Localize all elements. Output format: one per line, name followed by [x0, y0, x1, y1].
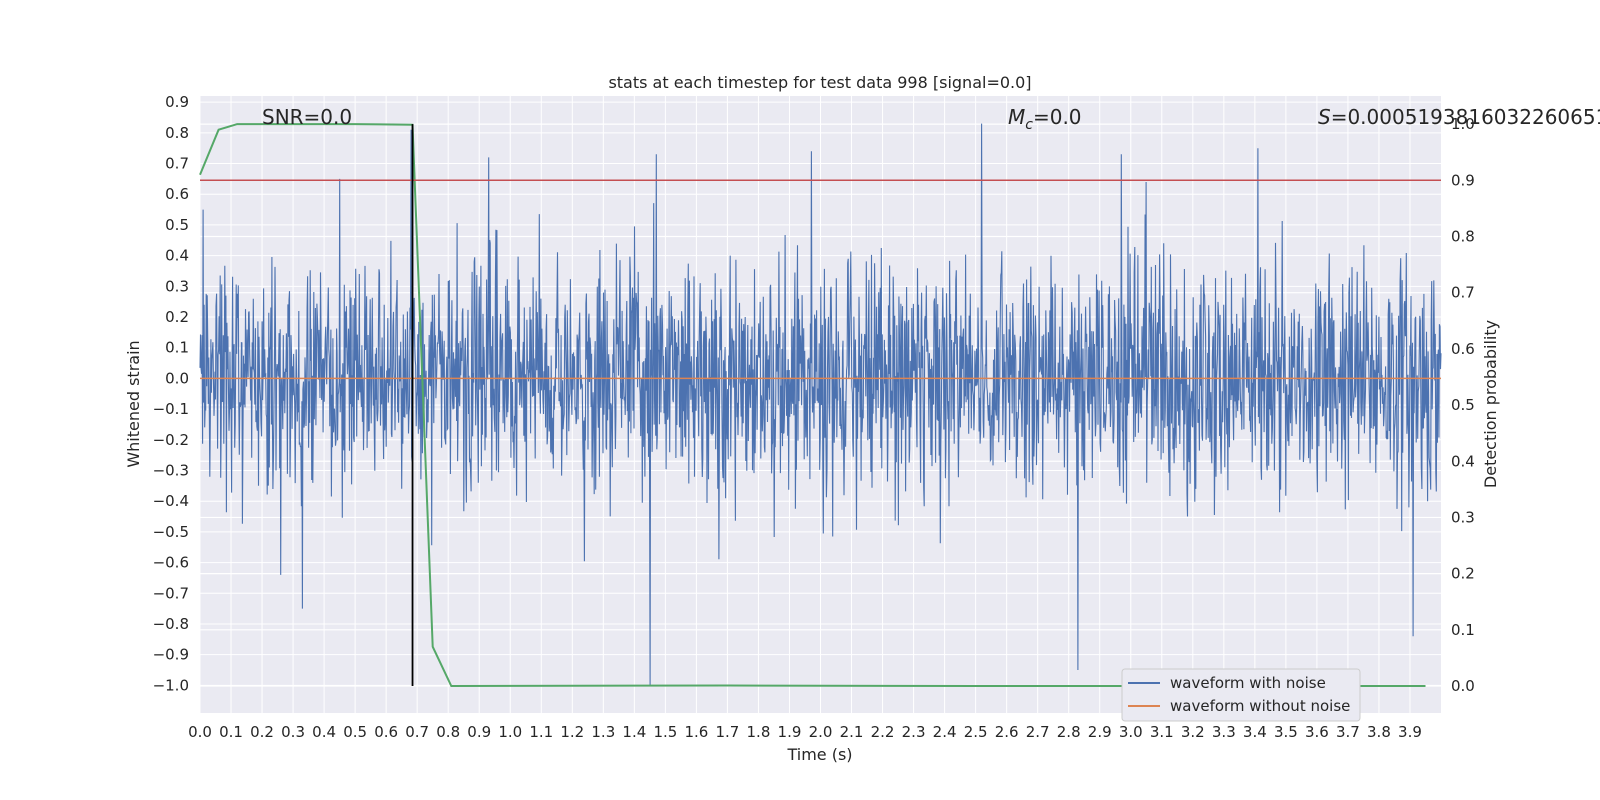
x-tick-label: 1.1 [529, 723, 553, 741]
y-tick-label: −1.0 [153, 676, 189, 694]
x-tick-label: 0.0 [188, 723, 212, 741]
x-tick-label: 3.8 [1367, 723, 1391, 741]
x-tick-label: 2.2 [871, 723, 895, 741]
y-tick-label: 0.6 [165, 185, 189, 203]
x-tick-label: 1.8 [747, 723, 771, 741]
x-tick-label: 0.1 [219, 723, 243, 741]
y2-tick-label: 0.4 [1451, 452, 1475, 470]
y-tick-label: 0.7 [165, 155, 189, 173]
x-tick-label: 0.9 [467, 723, 491, 741]
x-tick-label: 1.0 [498, 723, 522, 741]
y-tick-labels: 0.9 0.8 0.7 0.6 0.5 0.4 0.3 0.2 0.1 0.0 −0.1 −0.2 −0… [153, 93, 189, 694]
y-tick-label: −0.3 [153, 461, 189, 479]
y2-tick-label: 0.9 [1451, 171, 1475, 189]
y2-tick-label: 0.3 [1451, 508, 1475, 526]
x-tick-label: 1.4 [622, 723, 646, 741]
x-tick-label: 2.1 [840, 723, 864, 741]
y2-tick-label: 0.0 [1451, 677, 1475, 695]
y-tick-label: −0.6 [153, 554, 189, 572]
y2-tick-label: 0.8 [1451, 227, 1475, 245]
x-tick-label: 1.9 [778, 723, 802, 741]
grid [199, 96, 1441, 713]
y-tick-label: 0.8 [165, 124, 189, 142]
y2-tick-labels: 1.0 0.9 0.8 0.7 0.6 0.5 0.4 0.3 0.2 0.1 0.0 [1451, 115, 1475, 695]
y2-tick-label: 0.6 [1451, 340, 1475, 358]
x-tick-label: 3.1 [1150, 723, 1174, 741]
legend-label-clean: waveform without noise [1170, 697, 1350, 715]
x-tick-label: 0.5 [343, 723, 367, 741]
y2-tick-label: 1.0 [1451, 115, 1475, 133]
y-tick-label: 0.9 [165, 93, 189, 111]
y-tick-label: −0.7 [153, 584, 189, 602]
y-tick-label: −0.9 [153, 646, 189, 664]
x-tick-label: 2.9 [1088, 723, 1112, 741]
x-tick-label: 1.3 [591, 723, 615, 741]
noise-waveform-path [199, 123, 1442, 686]
y-tick-label: 0.1 [165, 339, 189, 357]
x-tick-label: 2.0 [809, 723, 833, 741]
y-tick-label: −0.1 [153, 400, 189, 418]
x-tick-label: 3.0 [1119, 723, 1143, 741]
s-annotation: S=0.0005193816032260651 [1318, 105, 1600, 129]
y2-tick-label: 0.1 [1451, 621, 1475, 639]
y-axis-label: Whitened strain [124, 340, 143, 467]
x-tick-label: 0.3 [281, 723, 305, 741]
x-tick-label: 2.6 [995, 723, 1019, 741]
y-tick-label: −0.5 [153, 523, 189, 541]
legend-label-noise: waveform with noise [1170, 674, 1326, 692]
y-tick-label: 0.4 [165, 247, 189, 265]
x-tick-label: 2.4 [933, 723, 957, 741]
y2-tick-label: 0.2 [1451, 565, 1475, 583]
x-tick-label: 1.7 [715, 723, 739, 741]
x-tick-label: 3.3 [1212, 723, 1236, 741]
y-tick-label: 0.0 [165, 369, 189, 387]
x-tick-label: 3.4 [1243, 723, 1267, 741]
x-tick-label: 0.8 [436, 723, 460, 741]
x-tick-label: 0.2 [250, 723, 274, 741]
x-tick-label: 2.5 [964, 723, 988, 741]
x-tick-label: 1.5 [653, 723, 677, 741]
x-tick-label: 1.6 [684, 723, 708, 741]
x-tick-label: 0.7 [405, 723, 429, 741]
y2-tick-label: 0.5 [1451, 396, 1475, 414]
x-tick-label: 3.2 [1181, 723, 1205, 741]
y-tick-label: −0.4 [153, 492, 189, 510]
legend: waveform with noise waveform without noi… [1121, 668, 1361, 722]
legend-box [1121, 668, 1361, 722]
y-tick-label: 0.3 [165, 277, 189, 295]
x-tick-label: 1.2 [560, 723, 584, 741]
x-tick-label: 3.9 [1398, 723, 1422, 741]
mc-annotation: Mc=0.0 [1008, 105, 1082, 133]
y-tick-label: −0.8 [153, 615, 189, 633]
x-tick-label: 2.8 [1057, 723, 1081, 741]
chart-title: stats at each timestep for test data 998… [608, 73, 1031, 92]
y-tick-label: −0.2 [153, 431, 189, 449]
x-tick-label: 3.5 [1274, 723, 1298, 741]
x-tick-label: 3.7 [1336, 723, 1360, 741]
x-tick-label: 2.3 [902, 723, 926, 741]
y-tick-label: 0.2 [165, 308, 189, 326]
x-tick-labels: 0.0 0.1 0.2 0.3 0.4 0.5 0.6 0.7 0.8 0.9 1.0 1.1 1.2 1… [188, 723, 1422, 741]
y-tick-label: 0.5 [165, 216, 189, 234]
series-waveform-with-noise [199, 123, 1442, 686]
x-tick-label: 2.7 [1026, 723, 1050, 741]
y2-axis-label: Detection probability [1481, 320, 1500, 488]
x-tick-label: 3.6 [1305, 723, 1329, 741]
x-tick-label: 0.6 [374, 723, 398, 741]
y2-tick-label: 0.7 [1451, 284, 1475, 302]
snr-annotation: SNR=0.0 [262, 105, 352, 129]
x-axis-label: Time (s) [786, 745, 852, 764]
x-tick-label: 0.4 [312, 723, 336, 741]
